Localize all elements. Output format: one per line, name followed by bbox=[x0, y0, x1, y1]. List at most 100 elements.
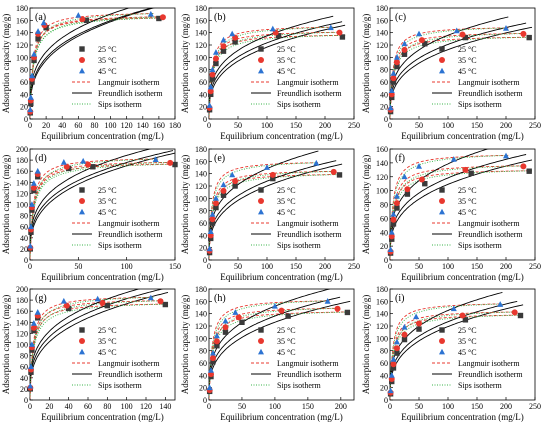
x-tick-label: 150 bbox=[169, 262, 181, 271]
legend-label: 35 °C bbox=[277, 337, 296, 346]
langmuir-curve bbox=[30, 296, 154, 399]
y-tick-label: 20 bbox=[199, 103, 207, 112]
data-point-45c bbox=[393, 54, 400, 60]
y-tick-label: 160 bbox=[16, 307, 28, 316]
data-point-25c bbox=[31, 57, 37, 64]
data-point-35c bbox=[520, 163, 527, 170]
legend-label: 25 °C bbox=[98, 326, 117, 335]
sips-curve bbox=[209, 311, 351, 399]
y-tick-label: 100 bbox=[376, 334, 388, 343]
x-tick-label: 140 bbox=[159, 402, 171, 411]
panel-label: (h) bbox=[214, 293, 226, 304]
y-tick-label: 0 bbox=[384, 256, 388, 265]
data-point-35c bbox=[459, 312, 466, 319]
legend-label: 35 °C bbox=[98, 197, 117, 206]
y-tick-label: 80 bbox=[199, 207, 207, 216]
data-point-35c bbox=[222, 324, 229, 331]
y-tick-label: 140 bbox=[16, 318, 28, 327]
x-tick-label: 250 bbox=[529, 402, 541, 411]
data-point-25c bbox=[210, 359, 216, 365]
y-tick-label: 120 bbox=[376, 41, 388, 50]
data-point-45c bbox=[220, 181, 227, 188]
data-point-45c bbox=[29, 72, 36, 79]
y-tick-label: 100 bbox=[195, 194, 207, 203]
data-point-25c bbox=[162, 301, 169, 308]
data-point-25c bbox=[65, 305, 72, 312]
legend-marker-45c bbox=[258, 348, 264, 355]
x-tick-label: 0 bbox=[388, 121, 392, 130]
legend-marker-35c bbox=[258, 57, 264, 63]
legend-label: 35 °C bbox=[458, 197, 477, 206]
sips-curve bbox=[209, 300, 331, 398]
data-point-25c bbox=[270, 175, 276, 182]
data-point-35c bbox=[220, 187, 227, 194]
x-tick-label: 120 bbox=[140, 402, 152, 411]
y-tick-label: 140 bbox=[376, 29, 388, 38]
data-point-35c bbox=[213, 338, 220, 345]
y-tick-label: 160 bbox=[195, 16, 207, 25]
x-tick-label: 100 bbox=[442, 121, 454, 130]
data-point-35c bbox=[278, 307, 285, 314]
legend-label: Sips isotherm bbox=[98, 241, 143, 250]
chart-panel-g: 0 20 40 60 80 100 120 1400204060801001201401601… bbox=[1, 285, 176, 422]
panel-label: (c) bbox=[395, 12, 406, 23]
x-tick-label: 0 bbox=[388, 262, 392, 271]
data-point-45c bbox=[60, 297, 67, 304]
x-axis-label: Equilibrium concentration (mg/L) bbox=[401, 272, 523, 282]
legend-label: 45 °C bbox=[277, 208, 296, 217]
freundlich-curve bbox=[209, 21, 343, 111]
legend-label: 45 °C bbox=[458, 348, 477, 357]
legend-label: Langmuir isotherm bbox=[98, 78, 160, 87]
legend: 25 °C 35 °C 45 °C Langmuir isotherm Freundli… bbox=[251, 186, 342, 250]
langmuir-curve bbox=[30, 16, 166, 118]
data-point-25c bbox=[422, 41, 428, 47]
legend-label: Langmuir isotherm bbox=[458, 359, 520, 368]
legend-label: Sips isotherm bbox=[98, 381, 143, 390]
y-tick-label: 100 bbox=[195, 334, 207, 343]
x-tick-label: 0 bbox=[28, 262, 32, 271]
data-point-35c bbox=[511, 309, 518, 316]
sips-curve bbox=[209, 162, 319, 259]
legend-label: Sips isotherm bbox=[277, 381, 322, 390]
data-point-35c bbox=[220, 43, 227, 50]
x-axis-label: Equilibrium concentration (mg/L) bbox=[41, 131, 163, 141]
data-point-45c bbox=[232, 309, 239, 315]
panel-label: (i) bbox=[395, 293, 404, 304]
data-point-25c bbox=[404, 191, 411, 197]
x-axis-label: Equilibrium concentration (mg/L) bbox=[401, 131, 523, 141]
data-point-35c bbox=[462, 166, 469, 173]
x-tick-label: 150 bbox=[290, 262, 302, 271]
data-point-25c bbox=[517, 312, 524, 319]
x-tick-label: 50 bbox=[74, 262, 82, 271]
langmuir-curve bbox=[390, 314, 524, 400]
data-point-35c bbox=[520, 30, 527, 37]
plot-frame bbox=[208, 148, 355, 261]
freundlich-curve bbox=[390, 26, 533, 113]
legend-label: Freundlich isotherm bbox=[277, 370, 342, 379]
y-tick-label: 140 bbox=[376, 159, 388, 168]
data-point-25c bbox=[389, 94, 395, 101]
langmuir-curve bbox=[209, 300, 331, 399]
y-tick-label: 140 bbox=[195, 29, 207, 38]
y-tick-label: 40 bbox=[199, 371, 207, 380]
y-tick-label: 40 bbox=[380, 228, 388, 237]
x-axis-label: Equilibrium concentration (mg/L) bbox=[41, 412, 163, 422]
x-tick-label: 140 bbox=[137, 121, 149, 130]
legend-label: Freundlich isotherm bbox=[277, 230, 342, 239]
legend-label: Langmuir isotherm bbox=[458, 219, 520, 228]
data-point-25c bbox=[344, 309, 351, 316]
data-point-45c bbox=[213, 332, 220, 339]
langmuir-curve bbox=[209, 173, 343, 260]
data-point-35c bbox=[232, 178, 239, 185]
sips-curve bbox=[30, 300, 164, 398]
panel-label: (e) bbox=[214, 153, 225, 164]
chart-panel-c: 0 50 100 150 200 250020406080100120140160180(… bbox=[361, 4, 541, 141]
y-tick-label: 100 bbox=[195, 53, 207, 62]
y-tick-label: 40 bbox=[20, 374, 28, 383]
data-point-35c bbox=[418, 37, 425, 44]
langmuir-curve bbox=[30, 158, 159, 259]
x-tick-label: 100 bbox=[121, 262, 133, 271]
panel-label: (g) bbox=[35, 293, 47, 304]
legend-label: Langmuir isotherm bbox=[98, 219, 160, 228]
data-point-45c bbox=[390, 70, 397, 76]
